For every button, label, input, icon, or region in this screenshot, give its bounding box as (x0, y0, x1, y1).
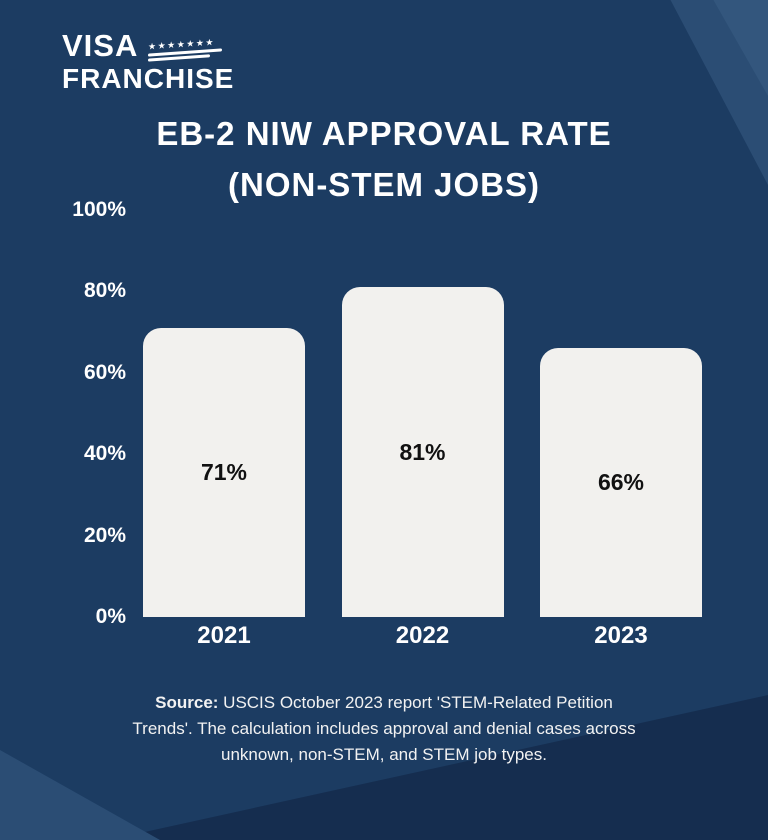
chart-title: EB-2 NIW APPROVAL RATE (NON-STEM JOBS) (0, 108, 768, 210)
bar-2023: 66% (540, 348, 702, 617)
logo-text-franchise: FRANCHISE (62, 63, 235, 94)
y-tick-20: 20% (83, 523, 126, 547)
bar-2022: 81% (341, 287, 504, 617)
bar-value-label: 66% (597, 469, 645, 495)
y-tick-0: 0% (95, 604, 126, 628)
y-tick-80: 80% (83, 279, 126, 303)
x-label-2021: 2021 (197, 622, 251, 649)
bar-value-label: 81% (399, 438, 446, 465)
bar-value-label: 71% (200, 459, 248, 485)
y-axis: 100% 80% 60% 40% 20% 0% (50, 197, 126, 630)
bar-2021: 71% (143, 328, 305, 617)
bar-plot-area: 71% 81% 66% (143, 210, 702, 617)
logo-top-row: VISA ★★★★★★★ (62, 28, 234, 63)
chart-title-line1: EB-2 NIW APPROVAL RATE (156, 115, 612, 152)
source-line2: Trends'. The calculation includes approv… (132, 719, 636, 738)
y-tick-40: 40% (83, 442, 126, 466)
source-note: Source: USCIS October 2023 report 'STEM-… (84, 690, 684, 768)
source-line1-rest: USCIS October 2023 report 'STEM-Related … (218, 693, 613, 712)
x-label-2022: 2022 (395, 622, 450, 649)
logo-text-visa: VISA (62, 28, 139, 63)
source-line1: Source: USCIS October 2023 report 'STEM-… (84, 690, 684, 716)
source-label: Source: (155, 693, 219, 712)
source-line3: unknown, non-STEM, and STEM job types. (221, 745, 547, 764)
x-axis: 2021 2022 2023 (143, 622, 702, 650)
x-label-2023: 2023 (594, 622, 648, 649)
y-tick-60: 60% (83, 360, 126, 384)
y-tick-100: 100% (72, 198, 126, 221)
visa-franchise-logo: VISA ★★★★★★★ FRANCHISE (62, 30, 234, 95)
chart-title-line2: (NON-STEM JOBS) (228, 166, 540, 204)
us-flag-icon: ★★★★★★★ (148, 37, 223, 63)
